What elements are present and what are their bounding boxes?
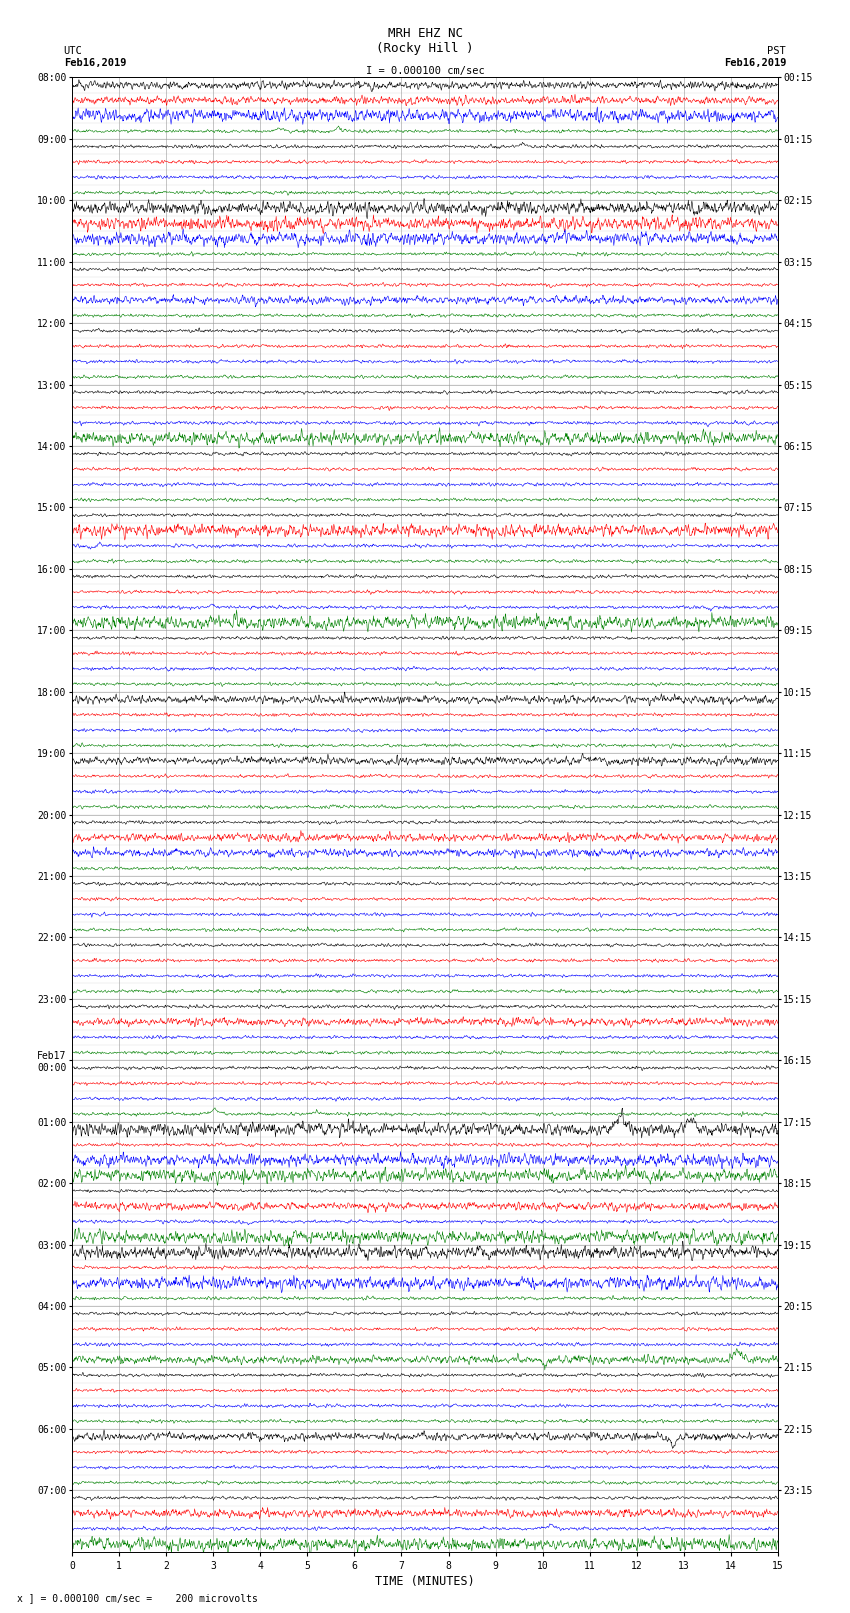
Text: Feb16,2019: Feb16,2019 — [64, 58, 127, 68]
Text: I = 0.000100 cm/sec: I = 0.000100 cm/sec — [366, 66, 484, 76]
X-axis label: TIME (MINUTES): TIME (MINUTES) — [375, 1574, 475, 1587]
Text: x ] = 0.000100 cm/sec =    200 microvolts: x ] = 0.000100 cm/sec = 200 microvolts — [17, 1594, 258, 1603]
Text: UTC: UTC — [64, 47, 82, 56]
Text: PST: PST — [768, 47, 786, 56]
Text: Feb16,2019: Feb16,2019 — [723, 58, 786, 68]
Title: MRH EHZ NC
(Rocky Hill ): MRH EHZ NC (Rocky Hill ) — [377, 27, 473, 55]
